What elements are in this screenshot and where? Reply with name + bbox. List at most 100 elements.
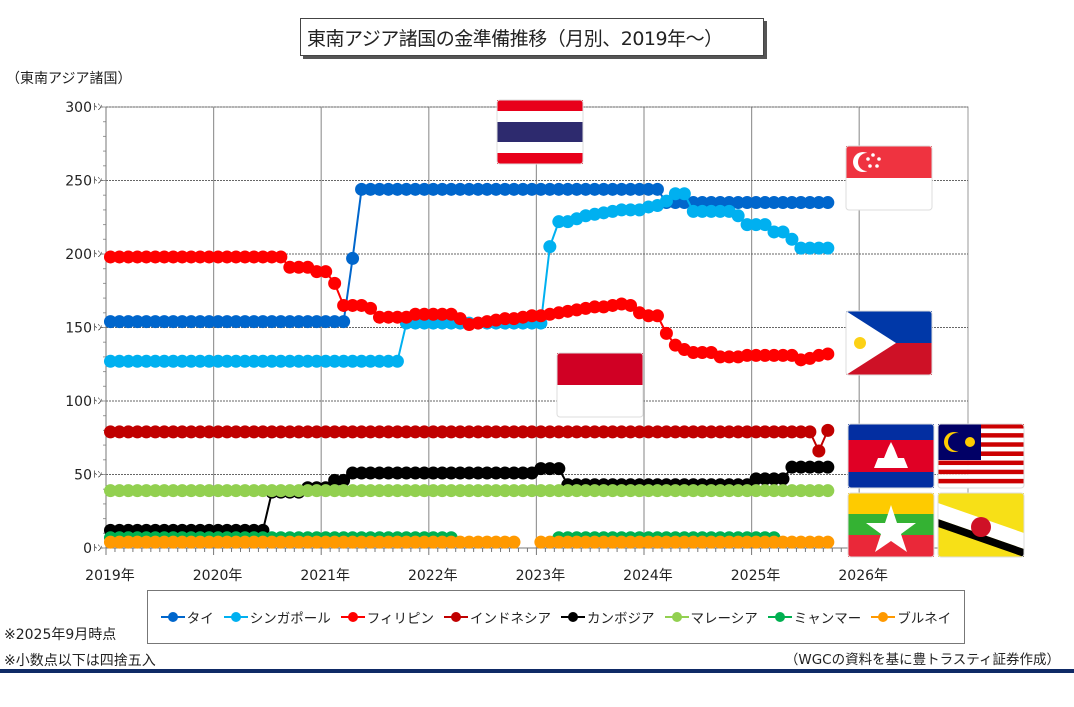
data-point (659, 484, 673, 498)
data-point (417, 484, 431, 498)
data-point (301, 315, 315, 329)
data-point (301, 354, 315, 368)
flag-myanmar-icon (847, 492, 935, 558)
data-point (794, 425, 808, 439)
data-point (337, 473, 351, 487)
data-point (668, 484, 682, 498)
data-point (319, 354, 333, 368)
data-point (256, 250, 270, 264)
legend-item: シンガポール (223, 607, 331, 627)
data-point (543, 425, 557, 439)
data-point (588, 300, 602, 314)
data-point (408, 484, 422, 498)
data-point (364, 354, 378, 368)
data-point (686, 204, 700, 218)
data-point (740, 425, 754, 439)
data-point (471, 466, 485, 480)
data-point (175, 484, 189, 498)
data-point (758, 472, 772, 486)
flag-stripe (557, 385, 643, 417)
data-point (525, 182, 539, 196)
data-point (292, 484, 306, 498)
data-point (722, 350, 736, 364)
flag-star (871, 153, 875, 157)
chart-title: 東南アジア諸国の金準備推移（月別、2019年～） (300, 18, 764, 56)
flag-stripe (557, 353, 643, 385)
data-point (328, 276, 342, 290)
data-point (480, 484, 494, 498)
data-point (112, 535, 126, 549)
data-point (525, 425, 539, 439)
data-point (588, 484, 602, 498)
data-point (579, 535, 593, 549)
data-point (121, 354, 135, 368)
data-point (130, 535, 144, 549)
data-point (803, 196, 817, 210)
data-point (740, 196, 754, 210)
source-note: （WGCの資料を基に豊トラスティ証券作成） (784, 652, 1060, 668)
data-point (480, 535, 494, 549)
data-point (399, 484, 413, 498)
data-point (713, 204, 727, 218)
data-point (704, 535, 718, 549)
data-point (184, 535, 198, 549)
data-point (426, 182, 440, 196)
data-point (390, 310, 404, 324)
data-point (588, 535, 602, 549)
data-point (274, 315, 288, 329)
data-point (346, 535, 360, 549)
data-point (731, 196, 745, 210)
legend-item: インドネシア (444, 607, 551, 627)
data-point (121, 250, 135, 264)
data-point (821, 484, 835, 498)
data-point (238, 484, 252, 498)
series-5 (103, 484, 835, 498)
data-point (202, 425, 216, 439)
data-point (525, 484, 539, 498)
data-point (803, 460, 817, 474)
series-0 (103, 182, 835, 329)
y-unit-label: ﾄﾝ (93, 544, 103, 554)
data-point (337, 298, 351, 312)
data-point (346, 354, 360, 368)
legend-marker-icon (664, 612, 689, 622)
data-point (516, 466, 530, 480)
series-7 (103, 535, 835, 549)
data-point (516, 484, 530, 498)
data-point (220, 425, 234, 439)
data-point (606, 484, 620, 498)
data-point (283, 484, 297, 498)
data-point (381, 354, 395, 368)
data-point (606, 535, 620, 549)
data-point (471, 484, 485, 498)
data-point (633, 182, 647, 196)
data-point (507, 466, 521, 480)
legend-marker-icon (561, 612, 585, 622)
data-point (139, 535, 153, 549)
data-point (112, 354, 126, 368)
chart-title-text: 東南アジア諸国の金準備推移（月別、2019年～） (307, 27, 723, 50)
data-point (319, 315, 333, 329)
y-unit-label: ﾄﾝ (93, 397, 103, 407)
data-point (202, 315, 216, 329)
data-point (283, 354, 297, 368)
data-point (390, 425, 404, 439)
data-point (139, 484, 153, 498)
legend-marker-icon (340, 612, 365, 622)
data-point (301, 484, 315, 498)
data-point (543, 535, 557, 549)
data-point (238, 425, 252, 439)
data-point (767, 196, 781, 210)
data-point (417, 535, 431, 549)
series-3 (103, 423, 835, 458)
data-point (310, 484, 324, 498)
data-point (749, 425, 763, 439)
data-point (130, 484, 144, 498)
data-point (686, 535, 700, 549)
data-point (426, 466, 440, 480)
data-point (722, 535, 736, 549)
data-point (758, 484, 772, 498)
data-point (372, 182, 386, 196)
flag-star (868, 164, 872, 168)
data-point (337, 315, 351, 329)
